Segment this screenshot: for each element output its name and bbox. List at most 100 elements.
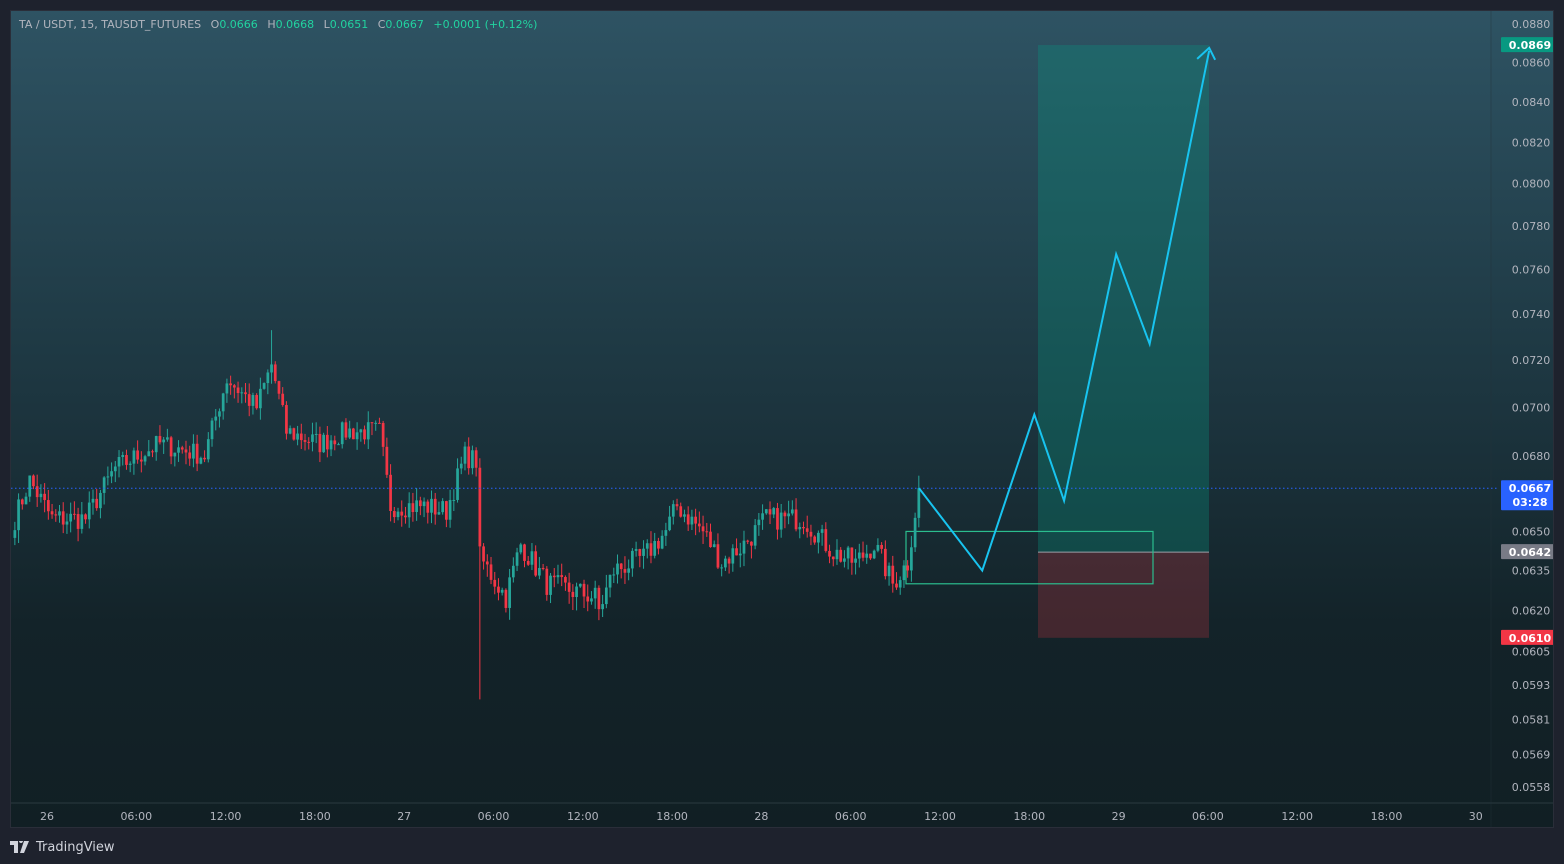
candle-down [180, 447, 184, 450]
candle-down [705, 531, 709, 533]
high-label: H [267, 18, 276, 31]
candle-down [709, 531, 712, 548]
price-tick-label: 0.0593 [1512, 679, 1551, 692]
candle-up [660, 535, 664, 549]
chart-pane[interactable]: 0.0880 0.0860 0.0840 0.0820 0.0800 0.0780 0.07… [10, 10, 1554, 828]
candle-up [612, 574, 616, 576]
candle-up [106, 476, 110, 478]
candle-down [802, 527, 805, 529]
candle-down [333, 440, 337, 445]
candle-up [712, 544, 716, 548]
candle-down [869, 553, 872, 559]
time-tick-label: 18:00 [299, 810, 331, 823]
candle-down [285, 405, 288, 434]
candle-down [277, 381, 281, 394]
candle-up [817, 532, 820, 543]
candle-up [731, 548, 735, 564]
candle-up [724, 558, 727, 568]
candle-down [318, 433, 322, 453]
symbol-title[interactable]: TA / USDT, 15, TAUSDT_FUTURES [19, 18, 202, 31]
candle-up [515, 552, 519, 566]
candle-down [404, 515, 407, 518]
candle-down [426, 501, 430, 513]
candle-up [374, 422, 378, 424]
low-label: L [323, 18, 330, 31]
price-tick-label: 0.0880 [1512, 18, 1551, 31]
open-label: O [210, 18, 220, 31]
candle-up [742, 540, 746, 554]
candle-up [143, 456, 147, 462]
candle-down [236, 387, 240, 394]
arrowhead-icon [1196, 46, 1217, 61]
candle-down [232, 385, 236, 388]
candle-up [910, 547, 913, 571]
price-tick-label: 0.0780 [1512, 220, 1551, 233]
candle-up [87, 502, 91, 520]
candle-down [686, 514, 690, 525]
candle-down [541, 567, 545, 569]
candle-up [422, 501, 426, 507]
candle-down [184, 449, 188, 453]
candle-down [716, 544, 720, 568]
candle-up [17, 499, 20, 531]
time-tick-label: 12:00 [567, 810, 599, 823]
candle-up [645, 543, 649, 549]
candle-up [608, 574, 612, 588]
candle-down [735, 548, 738, 556]
candle-up [593, 587, 597, 599]
candle-up [366, 422, 370, 440]
open-value: 0.0666 [219, 18, 258, 31]
candle-down [299, 433, 303, 441]
candle-down [32, 475, 35, 487]
candle-up [720, 567, 724, 569]
candle-up [69, 513, 73, 522]
candle-down [497, 586, 500, 593]
tradingview-logo-icon [10, 841, 29, 853]
candle-up [913, 517, 917, 548]
time-tick-label: 06:00 [120, 810, 152, 823]
low-value: 0.0651 [329, 18, 369, 31]
candle-up [627, 568, 631, 573]
price-tick-label: 0.0760 [1512, 264, 1551, 277]
candle-down [392, 511, 396, 518]
candle-down [694, 516, 697, 524]
candle-down [679, 506, 683, 517]
candle-down [861, 552, 865, 558]
current-price-tag: 0.0667 [1509, 482, 1551, 495]
candle-down [895, 583, 898, 588]
change-value: +0.0001 (+0.12%) [433, 18, 538, 31]
candle-up [270, 364, 273, 373]
candle-up [348, 428, 352, 438]
tradingview-logo[interactable]: TradingView [10, 836, 115, 858]
candle-up [329, 440, 333, 450]
price-tick-label: 0.0720 [1512, 354, 1551, 367]
time-tick-label: 12:00 [210, 810, 242, 823]
candle-up [471, 450, 474, 469]
candle-down [411, 503, 415, 513]
candle-down [657, 540, 660, 549]
candle-down [489, 564, 493, 580]
candle-up [225, 383, 229, 394]
candle-down [906, 565, 910, 571]
price-chart[interactable]: 0.0880 0.0860 0.0840 0.0820 0.0800 0.0780 0.07… [11, 11, 1554, 828]
entry-price-tag: 0.0642 [1509, 546, 1551, 559]
candle-down [46, 500, 50, 512]
candle-up [790, 509, 794, 514]
candle-up [549, 575, 552, 595]
stop-price-tag-bg [1501, 629, 1553, 645]
candle-down [552, 575, 556, 578]
candle-up [337, 444, 340, 446]
candle-down [545, 568, 549, 595]
candle-down [445, 501, 448, 520]
candle-down [485, 561, 489, 565]
candle-up [39, 493, 43, 498]
candle-down [474, 450, 478, 468]
candle-down [619, 563, 623, 570]
candle-up [671, 504, 675, 517]
time-tick-label: 18:00 [656, 810, 688, 823]
candle-down [344, 422, 348, 438]
take-profit-zone [1038, 45, 1209, 553]
candle-up [519, 544, 523, 553]
time-tick-label: 12:00 [1281, 810, 1313, 823]
candle-up [653, 540, 657, 556]
